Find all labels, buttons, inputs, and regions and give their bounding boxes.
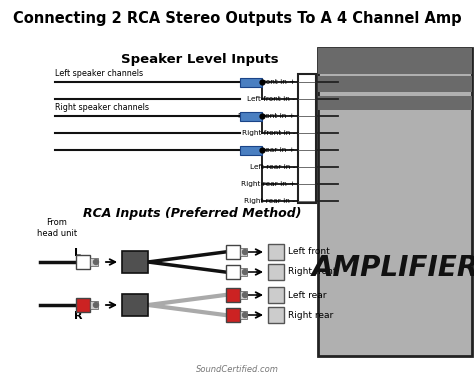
- Text: Left front: Left front: [288, 248, 330, 257]
- Text: Right rear: Right rear: [288, 310, 333, 319]
- Bar: [240, 248, 247, 256]
- Text: Right rear in +: Right rear in +: [241, 181, 295, 187]
- Bar: [226, 245, 240, 259]
- Bar: [226, 308, 240, 322]
- Circle shape: [93, 260, 99, 265]
- Bar: [226, 288, 240, 302]
- Text: Left front in -: Left front in -: [247, 96, 295, 102]
- Bar: [226, 265, 240, 279]
- Bar: [76, 255, 90, 269]
- Bar: [318, 76, 472, 92]
- Bar: [122, 251, 148, 273]
- Bar: [268, 264, 284, 280]
- Bar: [90, 258, 98, 266]
- Bar: [240, 146, 262, 155]
- Text: AMPLIFIER: AMPLIFIER: [311, 254, 474, 282]
- Text: Right front: Right front: [288, 268, 337, 276]
- Circle shape: [93, 302, 99, 307]
- Text: Left front in +: Left front in +: [244, 79, 295, 85]
- Bar: [268, 307, 284, 323]
- Text: Left rear in +: Left rear in +: [246, 147, 295, 153]
- Text: Speaker Level Inputs: Speaker Level Inputs: [121, 54, 279, 67]
- Circle shape: [243, 293, 247, 297]
- Bar: [318, 48, 472, 74]
- Text: Connecting 2 RCA Stereo Outputs To A 4 Channel Amp: Connecting 2 RCA Stereo Outputs To A 4 C…: [13, 11, 461, 25]
- Bar: [240, 291, 247, 299]
- Bar: [240, 112, 262, 121]
- Bar: [90, 301, 98, 309]
- Bar: [298, 74, 316, 203]
- Bar: [240, 311, 247, 319]
- Text: Right front in -: Right front in -: [242, 130, 295, 136]
- Text: Right rear in -: Right rear in -: [244, 198, 295, 204]
- Bar: [318, 48, 472, 356]
- Text: RCA Inputs (Preferred Method): RCA Inputs (Preferred Method): [83, 208, 301, 220]
- Bar: [76, 298, 90, 312]
- Text: R: R: [74, 311, 82, 321]
- Bar: [240, 77, 262, 87]
- Circle shape: [243, 270, 247, 274]
- Bar: [268, 244, 284, 260]
- Text: Right speaker channels: Right speaker channels: [55, 103, 149, 112]
- Bar: [268, 287, 284, 303]
- Bar: [122, 294, 148, 316]
- Text: From
head unit: From head unit: [37, 218, 77, 238]
- Text: Left rear in -: Left rear in -: [250, 164, 295, 170]
- Bar: [240, 268, 247, 276]
- Text: Right front in +: Right front in +: [238, 113, 295, 119]
- Text: Left speaker channels: Left speaker channels: [55, 69, 143, 78]
- Text: Left rear: Left rear: [288, 291, 327, 299]
- Circle shape: [243, 313, 247, 318]
- Text: L: L: [74, 248, 82, 258]
- Bar: [318, 96, 472, 110]
- Circle shape: [243, 249, 247, 254]
- Text: SoundCertified.com: SoundCertified.com: [196, 366, 278, 375]
